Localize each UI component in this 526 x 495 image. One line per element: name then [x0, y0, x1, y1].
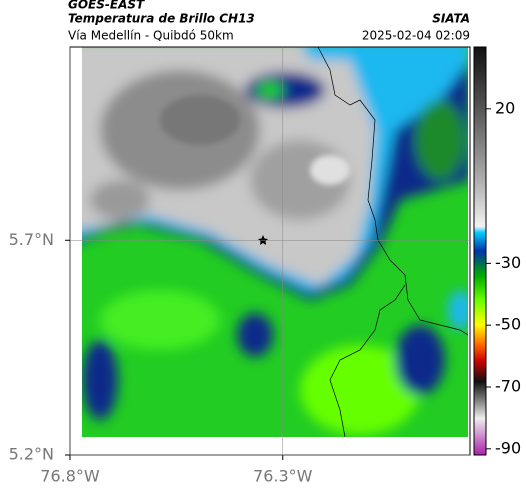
x-tick-label: 76.3°W [253, 467, 313, 486]
ticks: 76.8°W 76.3°W 5.7°N 5.2°N 20 -30 -50 -70 -90 [9, 47, 521, 486]
source: SIATA [432, 12, 470, 26]
colorbar-tick-label: -50 [495, 315, 521, 334]
product: Temperatura de Brillo CH13 [68, 12, 255, 26]
x-tick-label: 76.8°W [40, 467, 100, 486]
colorbar-tick-label: -30 [495, 253, 521, 272]
colorbar-tick-label: -90 [495, 438, 521, 457]
city-marker [258, 235, 268, 245]
satellite-image [82, 47, 468, 437]
colorbar [473, 46, 487, 456]
y-tick-label: 5.7°N [9, 230, 54, 249]
borders [317, 46, 469, 438]
colorbar-tick-label: 20 [495, 98, 515, 117]
timestamp: 2025-02-04 02:09 [362, 29, 470, 43]
title: GOES-EAST [68, 0, 145, 12]
y-tick-label: 5.2°N [9, 445, 54, 464]
colorbar-tick-label: -70 [495, 377, 521, 396]
route: Vía Medellín - Quibdó 50km [68, 29, 234, 43]
